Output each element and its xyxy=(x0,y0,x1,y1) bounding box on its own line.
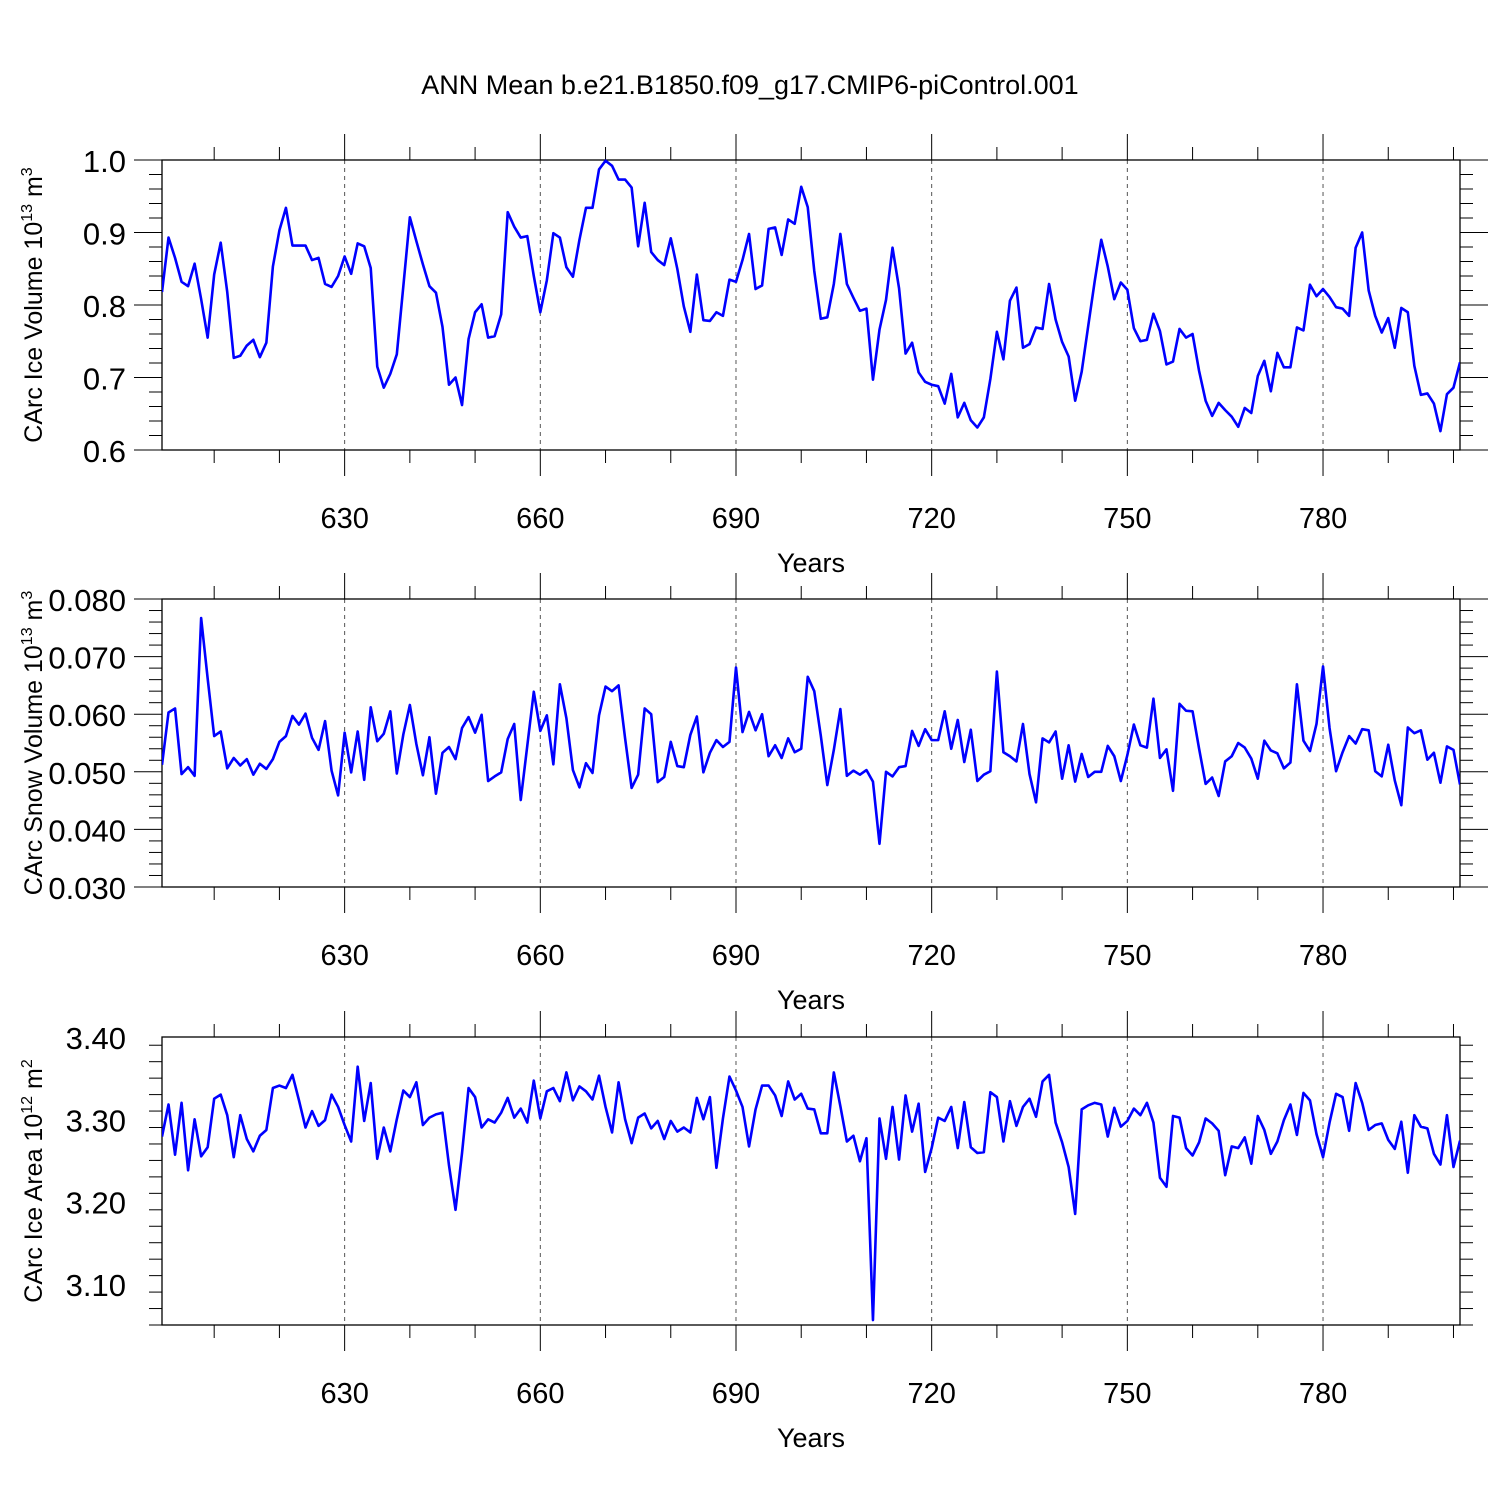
x-tick-label: 630 xyxy=(320,503,368,535)
y-axis-label-exponent: 12 xyxy=(19,1096,36,1114)
plot-frame xyxy=(161,159,1461,451)
y-axis-label-text: CArc Snow Volume 10 xyxy=(20,645,48,895)
x-axis-label: Years xyxy=(777,548,845,578)
y-tick-label: 1.0 xyxy=(83,144,126,179)
y-tick-label: 3.40 xyxy=(66,1021,126,1056)
x-axis-label: Years xyxy=(777,1423,845,1453)
x-tick-label: 720 xyxy=(907,503,955,535)
x-tick-label: 690 xyxy=(712,1378,760,1410)
y-tick-label: 0.060 xyxy=(48,698,126,733)
y-tick-label: 0.030 xyxy=(48,871,126,906)
y-axis-label: CArc Snow Volume 1013 m3 xyxy=(19,591,48,896)
series-line xyxy=(162,1065,1460,1322)
y-axis-label-exponent: 13 xyxy=(19,204,36,222)
y-tick-label: 0.050 xyxy=(48,756,126,791)
series-line xyxy=(162,616,1460,846)
y-tick-label: 0.6 xyxy=(83,434,126,469)
y-tick-label: 0.9 xyxy=(83,217,126,252)
x-tick-label: 630 xyxy=(320,940,368,972)
series-line xyxy=(162,159,1460,433)
panel-2: 630 660 690 720 750 780 Years 0.030 0.040 0.050 0.… xyxy=(19,573,1488,1015)
y-axis-label-unit-exponent: 2 xyxy=(19,1059,36,1068)
x-tick-label: 780 xyxy=(1299,1378,1347,1410)
y-axis-label: CArc Ice Area 1012 m2 xyxy=(19,1059,48,1303)
y-axis-label: CArc Ice Volume 1013 m3 xyxy=(19,167,48,443)
chart-title: ANN Mean b.e21.B1850.f09_g17.CMIP6-piCon… xyxy=(421,70,1079,100)
x-tick-label: 690 xyxy=(712,503,760,535)
y-axis-label-exponent: 13 xyxy=(19,627,36,645)
x-tick-label: 720 xyxy=(907,940,955,972)
y-tick-label: 0.040 xyxy=(48,813,126,848)
x-tick-label: 780 xyxy=(1299,503,1347,535)
x-tick-label: 630 xyxy=(320,1378,368,1410)
x-tick-label: 660 xyxy=(516,1378,564,1410)
y-tick-label: 0.080 xyxy=(48,583,126,618)
x-axis-label: Years xyxy=(777,985,845,1015)
y-axis-label-unit-exponent: 3 xyxy=(19,167,36,176)
x-tick-label: 750 xyxy=(1103,940,1151,972)
y-tick-label: 3.20 xyxy=(66,1186,126,1221)
x-tick-label: 660 xyxy=(516,503,564,535)
y-tick-label: 0.070 xyxy=(48,641,126,676)
y-axis-label-text: CArc Ice Area 10 xyxy=(20,1114,48,1303)
x-tick-label: 660 xyxy=(516,940,564,972)
x-tick-label: 780 xyxy=(1299,940,1347,972)
x-tick-label: 750 xyxy=(1103,1378,1151,1410)
y-axis-label-unit: m xyxy=(20,1068,48,1096)
y-tick-label: 3.30 xyxy=(66,1103,126,1138)
y-tick-label: 0.8 xyxy=(83,289,126,324)
y-tick-label: 0.7 xyxy=(83,362,126,397)
y-axis-label-text: CArc Ice Volume 10 xyxy=(20,222,48,443)
y-tick-label: 3.10 xyxy=(66,1268,126,1303)
x-tick-label: 750 xyxy=(1103,503,1151,535)
x-tick-label: 690 xyxy=(712,940,760,972)
panel-3: 630 660 690 720 750 780 Years 3.10 3.20 3.30 3.40 C… xyxy=(19,1011,1473,1453)
plot-frame xyxy=(161,1036,1461,1326)
plot-frame xyxy=(161,598,1461,888)
panel-1: 630 660 690 720 750 780 Years 0.6 0.7 0.8 0.9 1.0 CA… xyxy=(19,134,1488,578)
x-tick-label: 720 xyxy=(907,1378,955,1410)
y-axis-label-unit: m xyxy=(20,600,48,628)
y-axis-label-unit: m xyxy=(20,176,48,204)
y-axis-label-unit-exponent: 3 xyxy=(19,591,36,600)
